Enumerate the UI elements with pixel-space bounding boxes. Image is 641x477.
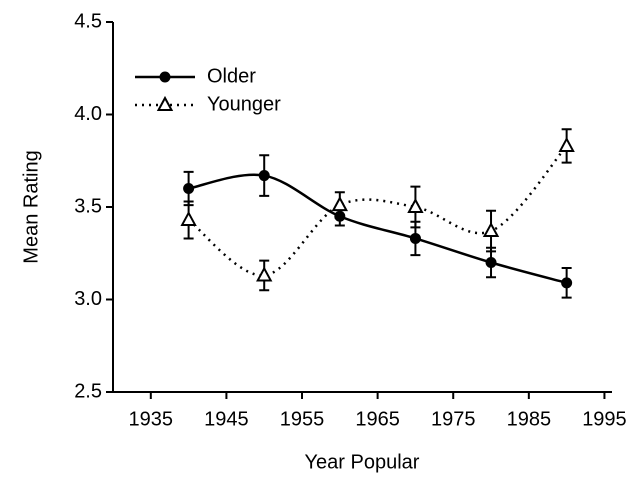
y-tick-label: 4.5 <box>74 10 102 32</box>
y-tick-label: 4.0 <box>74 103 102 125</box>
x-tick-label: 1965 <box>355 408 400 430</box>
marker <box>561 277 573 289</box>
y-tick-label: 3.0 <box>74 288 102 310</box>
marker <box>258 170 270 182</box>
y-axis-label: Mean Rating <box>20 150 42 263</box>
marker <box>183 183 195 194</box>
marker <box>407 197 424 213</box>
marker <box>180 210 197 226</box>
marker <box>558 136 575 152</box>
marker <box>156 95 174 111</box>
marker <box>409 232 421 244</box>
marker <box>331 196 348 212</box>
x-tick-label: 1995 <box>582 408 627 430</box>
x-tick-label: 1955 <box>280 408 325 430</box>
series-line <box>188 173 567 285</box>
x-axis-label: Year Popular <box>305 451 420 473</box>
marker <box>256 266 273 282</box>
marker <box>159 71 171 83</box>
series-line <box>187 145 568 277</box>
marker <box>482 221 500 238</box>
marker <box>485 257 497 268</box>
x-tick-label: 1975 <box>431 408 476 430</box>
x-tick-label: 1945 <box>204 408 249 430</box>
legend-label: Younger <box>207 93 281 115</box>
x-tick-label: 1985 <box>507 408 552 430</box>
legend-label: Older <box>207 65 256 87</box>
x-tick-label: 1935 <box>129 408 174 430</box>
y-tick-label: 2.5 <box>74 380 102 402</box>
y-tick-label: 3.5 <box>74 195 102 217</box>
